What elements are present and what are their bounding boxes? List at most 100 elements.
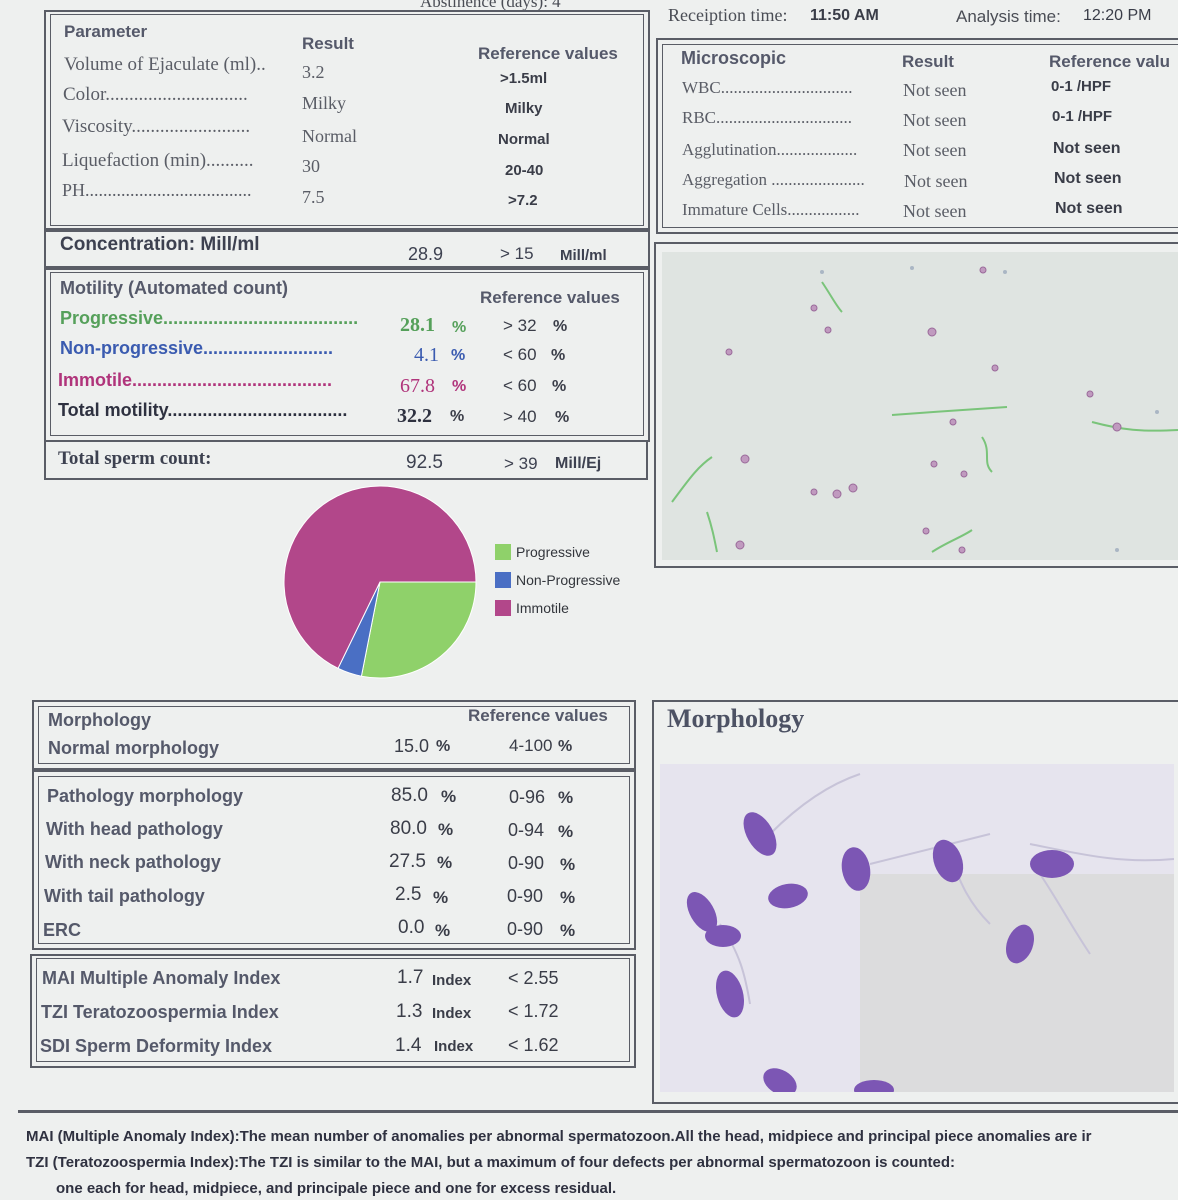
micro-result-wbc: Not seen bbox=[903, 80, 967, 100]
concentration-unit: Mill/ml bbox=[560, 247, 607, 264]
pathology-unit-0: % bbox=[441, 787, 457, 806]
footnote-mai: MAI (Multiple Anomaly Index):The mean nu… bbox=[26, 1128, 1092, 1145]
abstinence-text: Abstinence (days): 4 bbox=[420, 0, 561, 11]
pathology-refunit-0: % bbox=[558, 788, 574, 807]
macroscopic-inner bbox=[50, 14, 644, 226]
pathology-value-0: 85.0 bbox=[391, 785, 428, 806]
footnote-tzi: TZI (Teratozoospermia Index):The TZI is … bbox=[26, 1154, 956, 1171]
macro-label-viscosity: Viscosity......................... bbox=[62, 116, 251, 137]
macro-ref-color: Milky bbox=[505, 100, 543, 117]
legend-swatch-nonprogressive bbox=[495, 572, 511, 588]
pathology-value-1: 80.0 bbox=[390, 818, 427, 839]
pathology-unit-1: % bbox=[438, 820, 454, 839]
macro-result-color: Milky bbox=[302, 93, 347, 113]
index-label-tzi: TZI Teratozoospermia Index bbox=[41, 1002, 279, 1022]
micro-ref-immature: Not seen bbox=[1055, 200, 1123, 217]
pathology-inner bbox=[38, 776, 630, 944]
pathology-unit-2: % bbox=[437, 853, 453, 872]
macro-ref-ph: >7.2 bbox=[508, 192, 538, 209]
motility-value-total: 32.2 bbox=[397, 405, 432, 427]
micro-label-rbc: RBC................................ bbox=[682, 108, 853, 127]
motility-refunit-progressive: % bbox=[553, 318, 568, 335]
microscopy-image bbox=[662, 252, 1178, 560]
pie-slice-progressive bbox=[360, 581, 477, 679]
motility-unit-immotile: % bbox=[452, 378, 467, 395]
macro-result-ph: 7.5 bbox=[302, 187, 325, 207]
macro-label-ph: PH..................................... bbox=[62, 180, 252, 200]
morphology-panel bbox=[32, 700, 636, 770]
index-value-mai: 1.7 bbox=[397, 967, 424, 988]
morphology-inner bbox=[38, 706, 630, 764]
micro-result-rbc: Not seen bbox=[903, 110, 967, 130]
macro-ref-viscosity: Normal bbox=[498, 131, 550, 148]
parameter-header: Parameter bbox=[64, 22, 148, 41]
pathology-label-1: With head pathology bbox=[46, 819, 223, 839]
total-count-panel bbox=[44, 440, 648, 480]
normal-morphology-unit: % bbox=[436, 738, 451, 755]
morphology-image bbox=[660, 764, 1174, 1092]
motility-label-immotile: Immotile................................… bbox=[58, 370, 333, 390]
macro-result-volume: 3.2 bbox=[302, 62, 325, 82]
normal-morphology-label: Normal morphology bbox=[48, 738, 220, 758]
index-value-sdi: 1.4 bbox=[395, 1035, 422, 1056]
pathology-ref-3: 0-90 bbox=[507, 886, 544, 906]
macro-ref-volume: >1.5ml bbox=[500, 70, 548, 87]
normal-morphology-value: 15.0 bbox=[394, 736, 430, 756]
index-label-sdi: SDI Sperm Deformity Index bbox=[40, 1036, 273, 1056]
analysis-label: Analysis time: bbox=[956, 7, 1061, 26]
pathology-ref-4: 0-90 bbox=[507, 919, 544, 939]
morphology-title: Morphology bbox=[48, 710, 151, 730]
reception-time: 11:50 AM bbox=[810, 7, 879, 24]
micro-result-agglutination: Not seen bbox=[903, 140, 967, 160]
motility-refunit-total: % bbox=[555, 409, 570, 426]
morphology-image-title: Morphology bbox=[667, 704, 805, 733]
macro-label-liquefaction: Liquefaction (min).......... bbox=[62, 150, 254, 171]
pathology-refunit-4: % bbox=[560, 921, 576, 940]
indices-panel bbox=[30, 954, 636, 1068]
pathology-unit-3: % bbox=[433, 888, 449, 907]
concentration-label: Concentration: Mill/ml bbox=[60, 234, 260, 255]
total-count-label: Total sperm count: bbox=[58, 448, 212, 469]
motility-label-total: Total motility..........................… bbox=[58, 400, 348, 420]
pathology-label-3: With tail pathology bbox=[44, 886, 205, 906]
pathology-label-4: ERC bbox=[43, 920, 82, 940]
motility-label-progressive: Progressive.............................… bbox=[60, 308, 359, 328]
legend-swatch-immotile bbox=[495, 600, 511, 616]
morphology-reference-header: Reference values bbox=[468, 706, 608, 725]
motility-label-nonprogressive: Non-progressive.........................… bbox=[60, 338, 334, 358]
motility-unit-progressive: % bbox=[452, 319, 467, 336]
micro-result-immature: Not seen bbox=[903, 201, 967, 221]
pathology-ref-0: 0-96 bbox=[509, 787, 546, 807]
micro-label-wbc: WBC............................... bbox=[682, 78, 853, 97]
microscopic-header: Microscopic bbox=[681, 48, 787, 68]
motility-inner bbox=[50, 272, 644, 436]
total-count-value: 92.5 bbox=[406, 452, 443, 473]
pathology-ref-2: 0-90 bbox=[508, 853, 545, 873]
total-count-unit: Mill/Ej bbox=[555, 455, 602, 472]
micro-label-agglutination: Agglutination................... bbox=[682, 140, 858, 159]
motility-ref-total: > 40 bbox=[503, 407, 537, 426]
pathology-refunit-3: % bbox=[560, 888, 576, 907]
legend-label-immotile: Immotile bbox=[516, 600, 569, 616]
concentration-reference: > 15 bbox=[500, 244, 534, 263]
macro-result-viscosity: Normal bbox=[302, 126, 357, 146]
pathology-refunit-2: % bbox=[560, 855, 576, 874]
pathology-ref-1: 0-94 bbox=[508, 820, 545, 840]
pathology-refunit-1: % bbox=[558, 822, 574, 841]
micro-label-aggregation: Aggregation ...................... bbox=[682, 170, 865, 189]
morphology-image-frame bbox=[652, 700, 1178, 1104]
reference-header: Reference values bbox=[478, 44, 618, 63]
motility-refunit-immotile: % bbox=[552, 378, 567, 395]
motility-value-nonprogressive: 4.1 bbox=[414, 344, 439, 366]
motility-unit-nonprogressive: % bbox=[451, 347, 466, 364]
index-ref-mai: < 2.55 bbox=[508, 968, 559, 988]
legend-label-progressive: Progressive bbox=[516, 544, 590, 560]
macro-label-volume: Volume of Ejaculate (ml).. bbox=[64, 54, 266, 75]
indices-inner bbox=[36, 958, 630, 1062]
micro-label-immature: Immature Cells................. bbox=[682, 200, 860, 219]
motility-ref-nonprogressive: < 60 bbox=[503, 345, 537, 364]
footnote-divider bbox=[18, 1110, 1178, 1113]
micro-result-aggregation: Not seen bbox=[904, 171, 968, 191]
motility-value-progressive: 28.1 bbox=[400, 314, 435, 336]
normal-morphology-ref: 4-100 bbox=[509, 736, 553, 755]
